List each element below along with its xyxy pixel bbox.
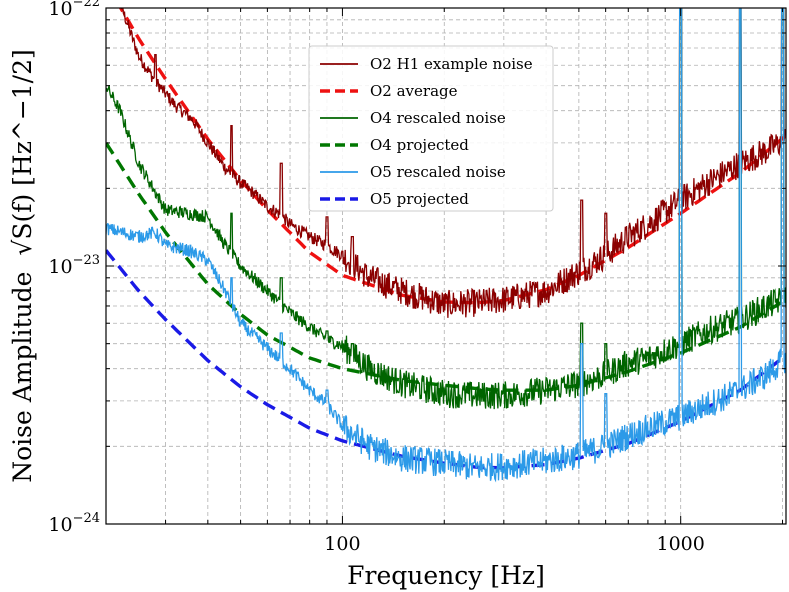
y-axis-label-math: √S(f) [Hz^−1/2]: [8, 49, 37, 255]
legend-label: O2 H1 example noise: [370, 55, 533, 73]
legend-label: O5 rescaled noise: [370, 163, 506, 181]
y-axis-label-text: Noise Amplitude: [8, 272, 37, 483]
series-o2-h1-example-noise: [120, 8, 786, 318]
series-o4-rescaled-noise: [106, 8, 786, 410]
legend-box: [308, 45, 554, 212]
series-o5-rescaled-noise: [106, 8, 786, 483]
y-tick-label: 10−22: [48, 0, 100, 20]
svg-text:Noise Amplitude √S(f) [H: Noise Amplitude √S(f) [Hz^−1/2]: [8, 49, 37, 483]
series-o5-projected: [106, 249, 786, 470]
x-tick-label: 1000: [657, 533, 705, 555]
tick-labels: 100 1000 10−24 10−23 10−22: [48, 0, 704, 555]
legend-label: O2 average: [370, 82, 458, 100]
y-tick-label: 10−23: [48, 253, 100, 278]
legend: O2 H1 example noise O2 average O4 rescaled…: [308, 45, 554, 212]
x-axis-label: Frequency [Hz]: [347, 561, 545, 590]
series-layer: [106, 8, 786, 483]
ticks: [105, 7, 786, 525]
series-o2-average: [118, 8, 786, 305]
y-tick-label: 10−24: [48, 511, 100, 536]
x-tick-label: 100: [324, 533, 360, 555]
legend-label: O4 projected: [370, 136, 469, 154]
y-axis-label: Noise Amplitude √S(f) [Hz^−1/2]: [8, 49, 37, 483]
legend-label: O5 projected: [370, 190, 469, 208]
legend-label: O4 rescaled noise: [370, 109, 506, 127]
